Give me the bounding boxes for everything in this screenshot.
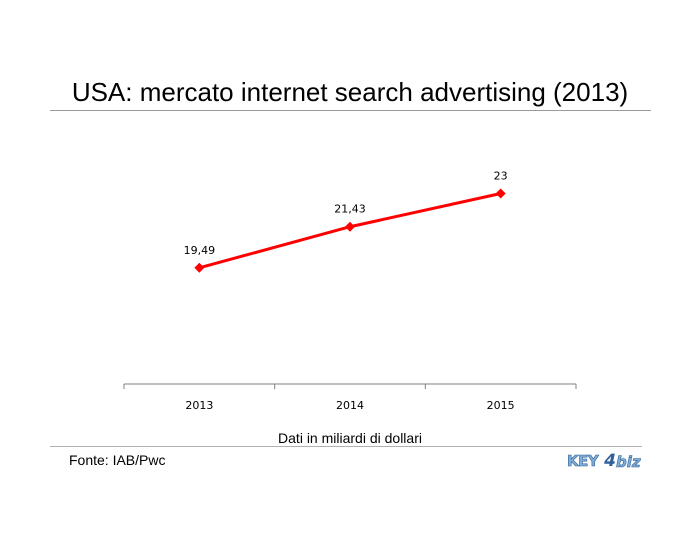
data-point-marker — [194, 262, 205, 273]
source-note: Fonte: IAB/Pwc — [69, 452, 166, 468]
plot-area: 2013 2014 2015 19,49 21,43 23 — [123, 170, 577, 412]
logo-key-text: KEY — [567, 452, 599, 471]
data-point-marker — [345, 221, 355, 232]
x-tick-label: 2013 — [185, 399, 213, 412]
footer-divider — [50, 446, 642, 447]
logo-biz-text: biz — [616, 453, 641, 472]
key4biz-logo: KEY 4 biz — [567, 451, 643, 472]
data-label: 23 — [494, 170, 508, 183]
data-label: 21,43 — [334, 203, 366, 216]
x-tick-label: 2015 — [487, 399, 515, 412]
x-axis-title: Dati in miliardi di dollari — [278, 430, 422, 446]
x-tick-label: 2014 — [336, 399, 364, 412]
data-point-marker — [495, 188, 506, 199]
chart-title: USA: mercato internet search advertising… — [71, 77, 629, 107]
title-divider — [50, 110, 651, 111]
data-label: 19,49 — [184, 244, 216, 257]
